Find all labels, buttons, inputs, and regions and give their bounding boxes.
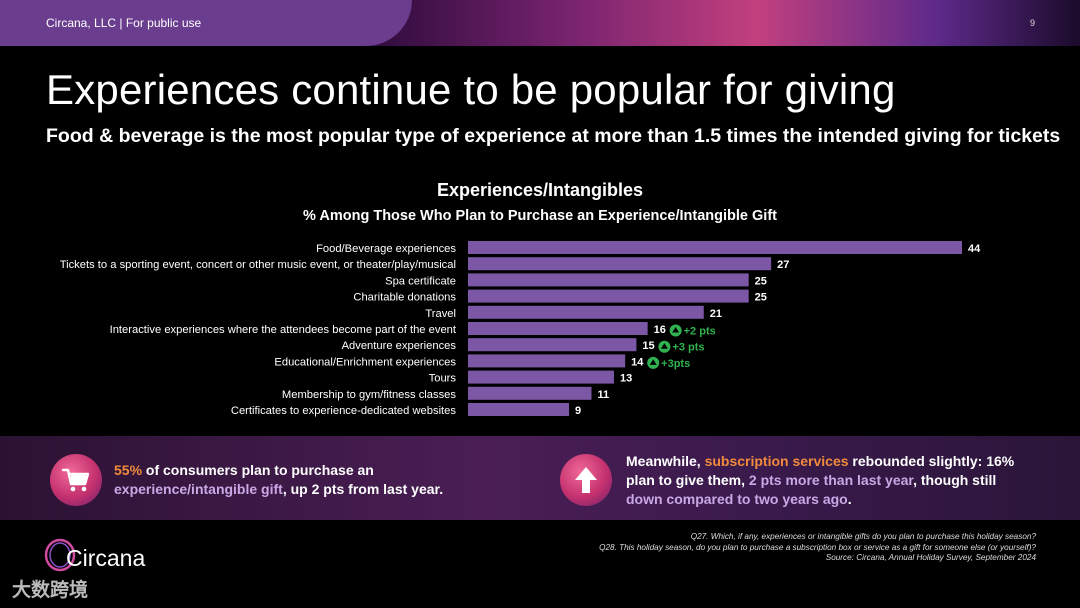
left-callout: 55% of consumers plan to purchase an exp…: [114, 461, 514, 499]
data-label: 13: [620, 373, 632, 385]
footnote-q27: Q27. Which, if any, experiences or intan…: [690, 532, 1036, 541]
callout-text: , up 2 pts from last year.: [282, 481, 444, 497]
callout-text: , though still: [913, 472, 997, 488]
callout-text: rebounded slightly: 16% plan to give the…: [626, 453, 1015, 488]
usage-note: For public use: [125, 16, 202, 30]
page-number: 9: [1030, 18, 1036, 28]
footnote-source: Source: Circana, Annual Holiday Survey, …: [825, 553, 1036, 562]
callout-highlight: 2 pts more than last year: [748, 472, 914, 488]
callout-text: .: [847, 491, 852, 507]
bar: [468, 257, 772, 271]
top-banner: [0, 0, 1080, 46]
bar: [468, 338, 637, 352]
callout-band: [0, 436, 1080, 520]
bar: [468, 305, 704, 319]
data-label: 15: [642, 340, 654, 352]
logo-text: Circana: [66, 545, 146, 571]
callout-percent: 55%: [114, 462, 143, 478]
data-label: 11: [598, 389, 610, 401]
category-label: Tours: [429, 373, 457, 385]
annotation-label: +2 pts: [684, 326, 716, 338]
data-label: 14: [631, 356, 644, 368]
shopping-cart-icon: [50, 454, 102, 506]
category-label: Tickets to a sporting event, concert or …: [60, 259, 456, 271]
bar: [468, 370, 614, 384]
data-label: 21: [710, 308, 722, 320]
bar: [468, 386, 592, 400]
arrow-up-icon: [560, 454, 612, 506]
data-label: 27: [777, 259, 789, 271]
data-label: 25: [755, 292, 767, 304]
bar-chart: Food/Beverage experiences 44 Tickets to a …: [60, 241, 981, 417]
data-label: 44: [968, 243, 981, 255]
right-callout: Meanwhile, subscription services rebound…: [626, 452, 1036, 509]
callout-highlight: experience/intangible gift: [114, 481, 283, 497]
decorative-streaks: [360, 0, 1080, 46]
bar: [468, 241, 962, 254]
category-label: Spa certificate: [385, 275, 456, 287]
chart-title: Experiences/Intangibles: [436, 180, 644, 200]
page-title: Experiences continue to be popular for g…: [46, 66, 896, 113]
callout-text: Meanwhile,: [626, 453, 705, 469]
footnote-q28: Q28. This holiday season, do you plan to…: [599, 542, 1036, 552]
callout-highlight: down compared to two years ago: [626, 491, 848, 507]
page-subtitle: Food & beverage is the most popular type…: [46, 125, 1061, 147]
category-label: Membership to gym/fitness classes: [282, 389, 456, 401]
category-label: Adventure experiences: [342, 340, 457, 352]
bar: [468, 403, 570, 416]
category-label: Charitable donations: [353, 292, 456, 304]
callout-highlight: subscription services: [704, 453, 849, 469]
category-label: Interactive experiences where the attend…: [110, 324, 457, 336]
bar: [468, 289, 749, 303]
footnotes: Q27. Which, if any, experiences or intan…: [599, 532, 1036, 564]
callout-text: of consumers plan to purchase an: [142, 462, 374, 478]
circana-logo-icon: [44, 538, 76, 572]
data-label: 25: [755, 275, 767, 287]
up-arrow-glyph: [660, 343, 668, 349]
category-label: Certificates to experience-dedicated web…: [231, 405, 457, 417]
category-label: Travel: [425, 308, 456, 320]
annotation-label: +3pts: [661, 358, 690, 370]
up-arrow-glyph: [649, 359, 657, 365]
bar: [468, 354, 626, 368]
chart-subtitle: % Among Those Who Plan to Purchase an Ex…: [302, 208, 777, 224]
category-label: Educational/Enrichment experiences: [274, 356, 456, 368]
annotation-label: +3 pts: [672, 342, 704, 354]
bar: [468, 273, 749, 287]
category-label: Food/Beverage experiences: [316, 243, 456, 255]
header-label: Circana, LLC | For public use: [46, 16, 201, 30]
data-label: 9: [575, 405, 581, 417]
header-tab: [0, 0, 412, 46]
up-arrow-glyph: [672, 327, 680, 333]
bar: [468, 322, 648, 335]
header-separator: |: [119, 16, 126, 30]
company-name: Circana, LLC: [46, 16, 117, 30]
watermark: 大数跨境: [12, 580, 89, 601]
data-label: 16: [654, 324, 666, 336]
